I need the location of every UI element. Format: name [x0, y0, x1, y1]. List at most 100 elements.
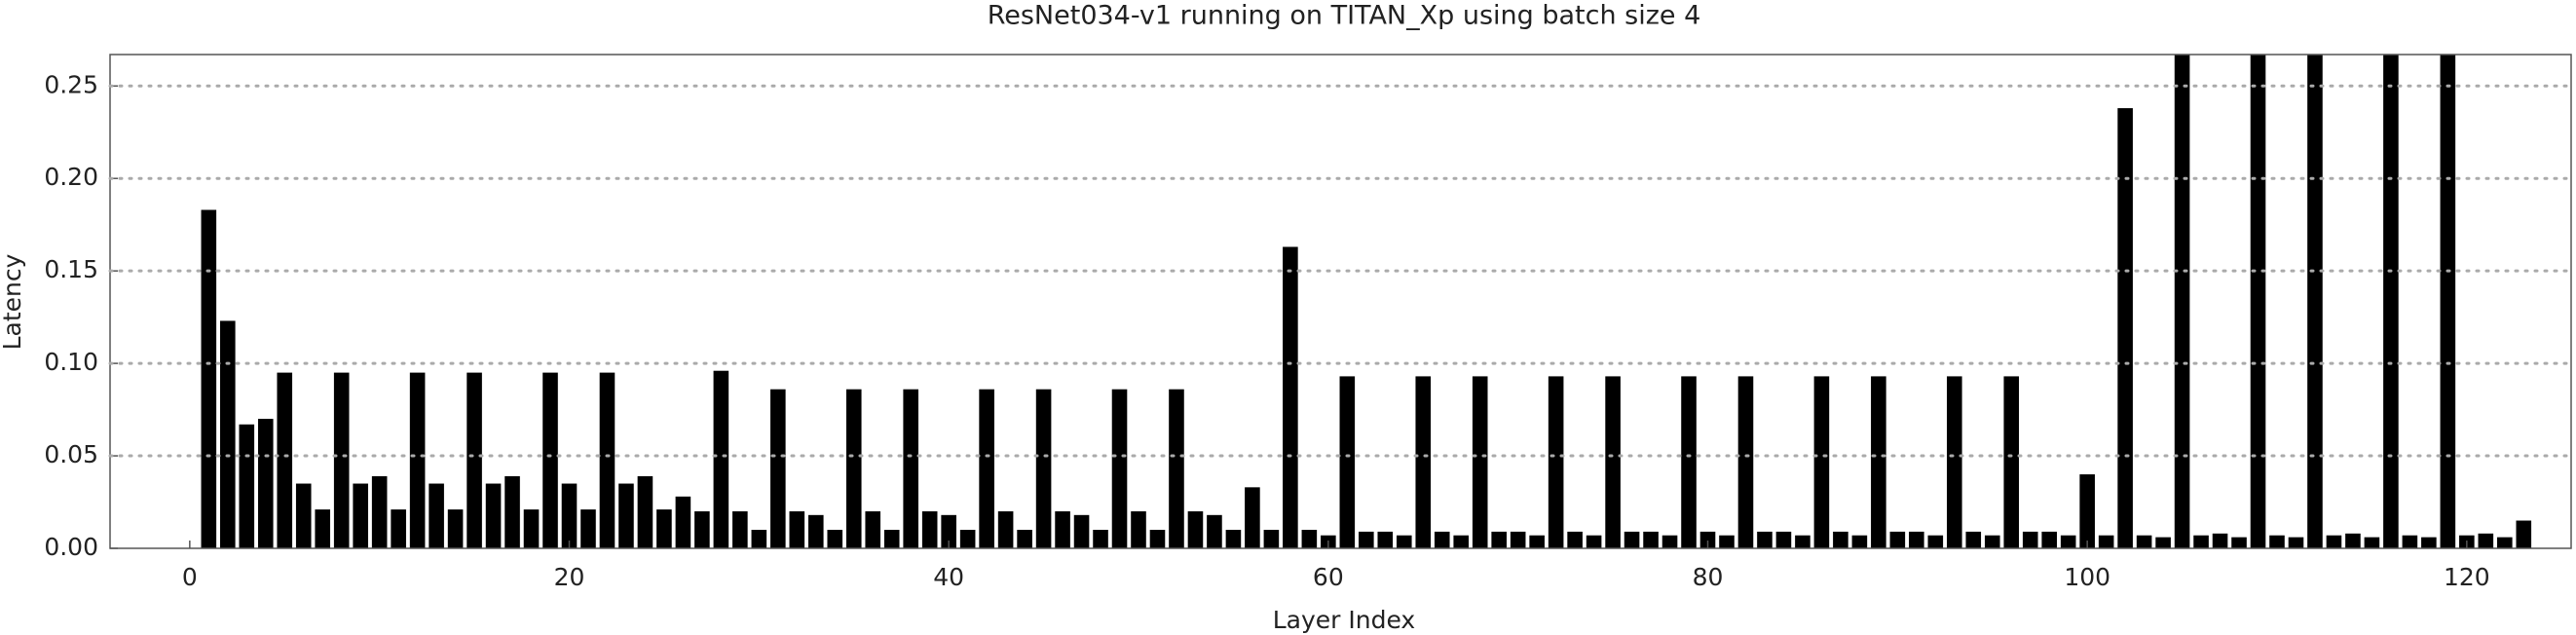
bar	[1889, 531, 1906, 548]
bar	[1927, 535, 1944, 548]
bar	[333, 372, 350, 548]
bar	[1567, 531, 1583, 548]
bar	[429, 483, 444, 548]
bar	[201, 209, 217, 548]
bar	[391, 509, 406, 548]
bar	[1453, 535, 1470, 548]
bar	[2212, 533, 2228, 548]
bar	[1359, 531, 1374, 548]
bar	[1187, 511, 1204, 548]
bar	[2269, 535, 2285, 548]
bar	[277, 372, 293, 548]
y-tick-label: 0.25	[44, 70, 98, 98]
bar	[1396, 535, 1412, 548]
y-tick-label: 0.15	[44, 255, 98, 283]
bar	[807, 514, 824, 548]
bars	[201, 55, 2532, 548]
bar	[2307, 55, 2323, 548]
bar	[1111, 389, 1128, 548]
bar	[1851, 535, 1868, 548]
bar	[751, 530, 767, 548]
bar	[447, 509, 464, 548]
bar	[1055, 511, 1070, 548]
bar	[1737, 376, 1754, 548]
y-tick-label: 0.20	[44, 163, 98, 191]
bar	[1833, 531, 1848, 548]
bar	[903, 389, 918, 548]
bar	[1169, 389, 1184, 548]
bar	[921, 511, 938, 548]
bar	[979, 389, 994, 548]
x-tick-label: 40	[933, 563, 964, 591]
bar	[2003, 376, 2020, 548]
bar	[1491, 531, 1507, 548]
bar	[2098, 535, 2114, 548]
bar	[1149, 530, 1166, 548]
bar	[2288, 537, 2304, 548]
x-tick-label: 20	[554, 563, 585, 591]
bar	[295, 483, 312, 548]
bar	[485, 483, 502, 548]
bar	[1434, 531, 1450, 548]
bar	[1719, 535, 1735, 548]
bar	[618, 483, 634, 548]
bar	[1661, 535, 1678, 548]
bar	[1245, 487, 1260, 548]
bar	[561, 483, 578, 548]
bar	[2231, 537, 2247, 548]
bar	[656, 509, 672, 548]
bar	[2117, 108, 2133, 548]
bar	[1795, 535, 1811, 548]
bar	[1757, 531, 1773, 548]
bar	[1283, 246, 1298, 548]
bar	[2497, 537, 2513, 548]
bar	[2326, 535, 2342, 548]
bar	[1681, 376, 1697, 548]
bar	[504, 475, 520, 548]
bar	[1073, 514, 1090, 548]
bar	[1263, 530, 1280, 548]
bar	[1586, 535, 1602, 548]
bar	[2174, 55, 2190, 548]
bar	[542, 372, 558, 548]
bar	[220, 320, 236, 548]
y-tick-label: 0.05	[44, 440, 98, 468]
bar	[713, 370, 729, 548]
bar	[315, 509, 331, 548]
chart-title: ResNet034-v1 running on TITAN_Xp using b…	[988, 1, 1701, 31]
bar	[2516, 520, 2532, 548]
bar	[2079, 474, 2095, 548]
bar	[1035, 389, 1052, 548]
bar	[2022, 531, 2038, 548]
bar	[599, 372, 616, 548]
bar	[2060, 535, 2076, 548]
y-tick-label: 0.10	[44, 348, 98, 376]
bar	[1377, 531, 1394, 548]
bar	[1301, 530, 1318, 548]
bar	[2478, 533, 2494, 548]
bar	[2421, 537, 2437, 548]
bar	[732, 511, 748, 548]
bar	[865, 511, 881, 548]
y-axis-label: Latency	[0, 253, 26, 350]
bar	[675, 496, 691, 548]
x-tick-label: 60	[1313, 563, 1344, 591]
bar	[827, 530, 843, 548]
bar	[1699, 531, 1716, 548]
bar	[1472, 376, 1488, 548]
bar	[1510, 531, 1526, 548]
x-tick-label: 80	[1693, 563, 1724, 591]
bar	[1909, 531, 1924, 548]
bar	[257, 419, 274, 548]
bar	[353, 483, 368, 548]
bar	[1813, 376, 1830, 548]
bar	[2402, 535, 2418, 548]
bar	[1339, 376, 1356, 548]
bar	[1529, 535, 1545, 548]
bar	[883, 530, 900, 548]
bar	[637, 475, 653, 548]
bar	[1984, 535, 2000, 548]
y-tick-label: 0.00	[44, 533, 98, 561]
bar	[789, 511, 805, 548]
